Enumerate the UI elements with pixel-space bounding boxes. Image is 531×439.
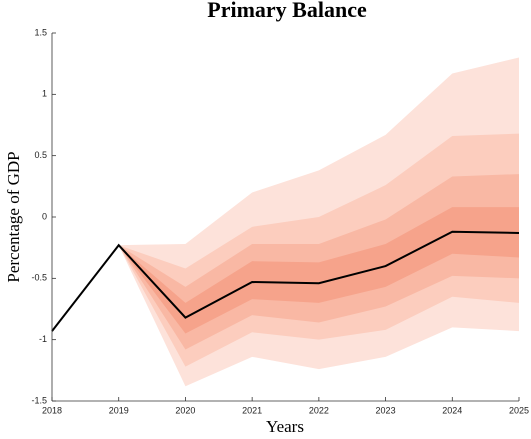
y-tick-label: 0.5 bbox=[34, 150, 47, 160]
y-tick-label: 1 bbox=[42, 89, 47, 99]
y-tick-label: 1.5 bbox=[34, 27, 47, 37]
x-tick-label: 2021 bbox=[242, 405, 262, 415]
y-tick-label: -0.5 bbox=[31, 273, 47, 283]
fan-band bbox=[118, 207, 519, 334]
x-tick-label: 2019 bbox=[109, 405, 129, 415]
x-tick-label: 2023 bbox=[376, 405, 396, 415]
x-tick-label: 2025 bbox=[509, 405, 529, 415]
x-tick-label: 2018 bbox=[42, 405, 62, 415]
x-tick-label: 2022 bbox=[309, 405, 329, 415]
x-tick-label: 2020 bbox=[175, 405, 195, 415]
x-tick-label: 2024 bbox=[442, 405, 462, 415]
chart-title: Primary Balance bbox=[207, 0, 367, 22]
x-axis-label: Years bbox=[266, 417, 304, 436]
y-tick-label: -1 bbox=[39, 334, 47, 344]
central-line bbox=[51, 230, 520, 332]
y-axis-label: Percentage of GDP bbox=[4, 151, 23, 282]
y-tick-label: -1.5 bbox=[31, 395, 47, 405]
y-tick-label: 0 bbox=[42, 211, 47, 221]
